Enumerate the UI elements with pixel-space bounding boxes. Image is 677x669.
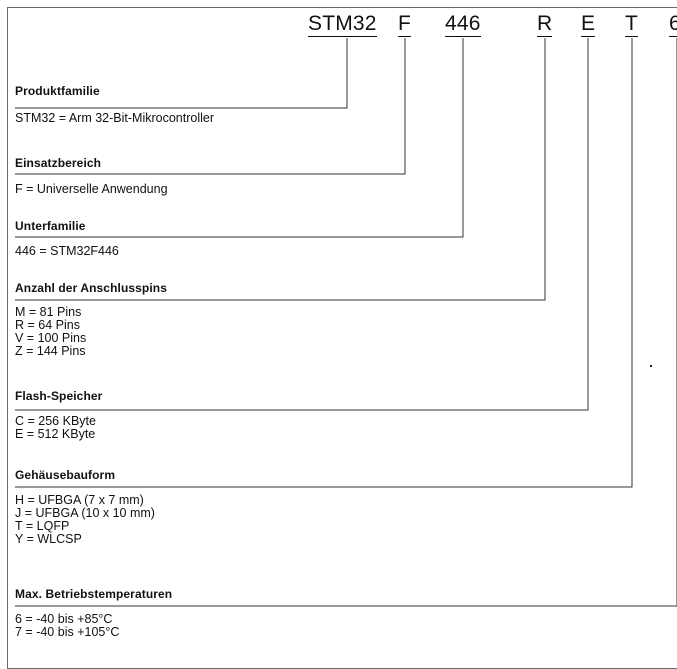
connector-6	[15, 38, 677, 607]
code-f: F	[398, 12, 412, 37]
section-heading: Gehäusebauform	[15, 468, 116, 482]
section-item: 7 = -40 bis +105°C	[15, 625, 120, 639]
section-item: 446 = STM32F446	[15, 244, 119, 258]
section-unterfamilie: Unterfamilie 446 = STM32F446	[15, 219, 119, 258]
code-e: E	[581, 12, 596, 37]
section-item: 6 = -40 bis +85°C	[15, 612, 113, 626]
section-flash-speicher: Flash-Speicher C = 256 KByte E = 512 KBy…	[15, 389, 102, 441]
part-number-diagram: STM32 F 446 R E T 6 Produktfamilie STM32…	[7, 7, 677, 669]
section-heading: Unterfamilie	[15, 219, 86, 233]
section-einsatzbereich: Einsatzbereich F = Universelle Anwendung	[15, 156, 168, 196]
section-heading: Produktfamilie	[15, 84, 100, 98]
connector-lines	[15, 38, 677, 607]
section-heading: Einsatzbereich	[15, 156, 102, 170]
section-betriebstemperaturen: Max. Betriebstemperaturen 6 = -40 bis +8…	[15, 587, 172, 639]
code-6: 6	[669, 12, 677, 37]
section-item: F = Universelle Anwendung	[15, 182, 168, 196]
section-item: C = 256 KByte	[15, 414, 96, 428]
section-item: H = UFBGA (7 x 7 mm)	[15, 493, 144, 507]
section-item: STM32 = Arm 32-Bit-Mikrocontroller	[15, 111, 215, 125]
connector-r	[15, 38, 546, 301]
code-t: T	[625, 12, 639, 37]
section-produktfamilie: Produktfamilie STM32 = Arm 32-Bit-Mikroc…	[15, 84, 214, 125]
code-r: R	[537, 12, 553, 37]
connector-f	[15, 38, 406, 175]
section-heading: Anzahl der Anschlusspins	[15, 281, 167, 295]
section-item: M = 81 Pins	[15, 305, 82, 319]
connector-446	[15, 38, 464, 238]
connector-e	[15, 38, 589, 411]
section-item: V = 100 Pins	[15, 331, 87, 345]
code-446: 446	[445, 12, 481, 37]
section-anschlusspins: Anzahl der Anschlusspins M = 81 Pins R =…	[15, 281, 167, 358]
stray-dot	[650, 365, 652, 367]
section-item: R = 64 Pins	[15, 318, 80, 332]
connector-t	[15, 38, 633, 488]
section-item: E = 512 KByte	[15, 427, 96, 441]
section-item: Z = 144 Pins	[15, 344, 86, 358]
section-heading: Flash-Speicher	[15, 389, 103, 403]
section-gehaeusebauform: Gehäusebauform H = UFBGA (7 x 7 mm) J = …	[15, 468, 155, 546]
section-item: Y = WLCSP	[15, 532, 82, 546]
section-heading: Max. Betriebstemperaturen	[15, 587, 173, 601]
section-item: T = LQFP	[15, 519, 70, 533]
code-stm32: STM32	[308, 12, 377, 37]
section-item: J = UFBGA (10 x 10 mm)	[15, 506, 155, 520]
connector-stm32	[15, 38, 348, 109]
